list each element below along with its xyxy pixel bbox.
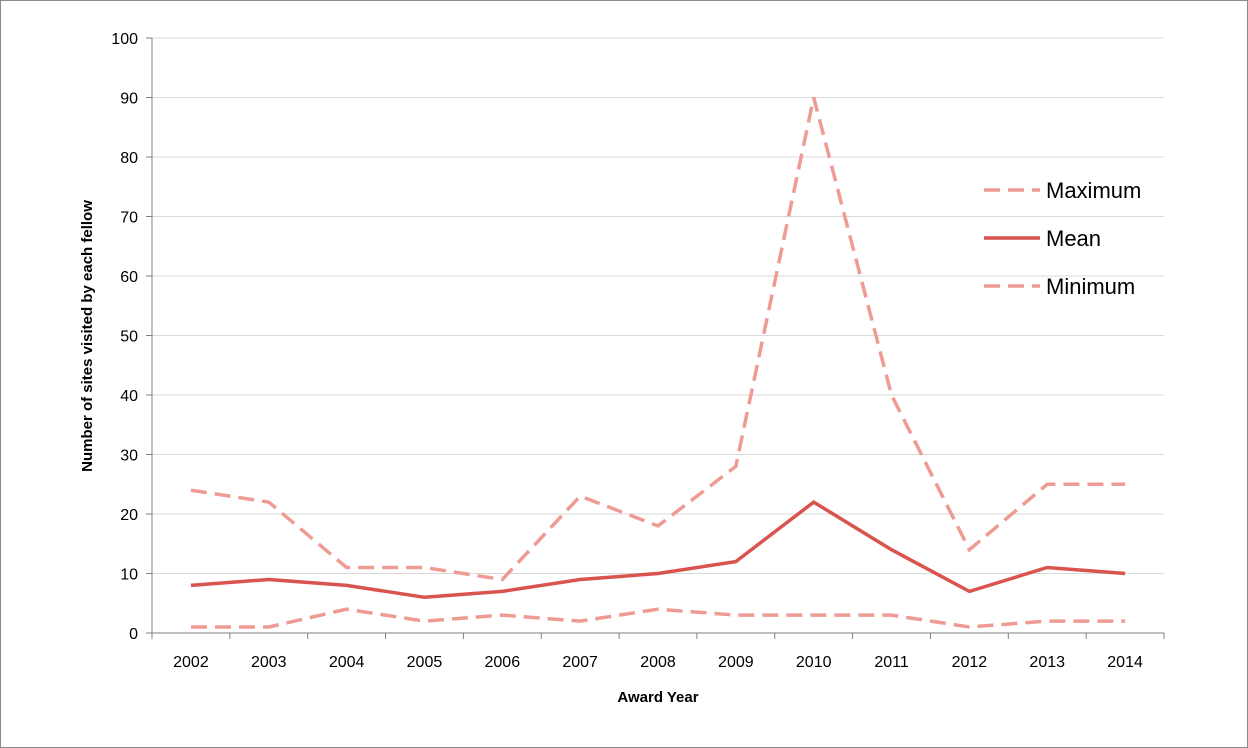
grid-lines [152,37,1164,574]
x-tick-label: 2007 [562,654,598,671]
legend-label-minimum: Minimum [1046,274,1135,299]
x-tick-label: 2010 [796,654,832,671]
y-tick-label: 70 [120,210,138,227]
y-axis-title: Number of sites visited by each fellow [79,200,96,472]
x-tick-label: 2003 [251,654,287,671]
series-lines [190,97,1126,629]
legend-label-maximum: Maximum [1046,178,1141,203]
x-axis-title: Award Year [617,689,698,706]
legend: Maximum Mean Minimum [984,178,1141,299]
y-tick-label: 40 [120,388,138,405]
x-tick-label: 2013 [1029,654,1065,671]
axes [146,37,1165,639]
y-tick-label: 100 [111,31,138,48]
y-tick-label: 20 [120,507,138,524]
x-tick-label: 2011 [874,654,909,671]
x-tick-label: 2004 [329,654,365,671]
y-tick-label: 80 [120,150,138,167]
series-line-maximum [190,97,1126,582]
x-tick-label: 2005 [407,654,443,671]
legend-label-mean: Mean [1046,226,1101,251]
y-tick-label: 0 [129,626,138,643]
x-tick-label: 2014 [1107,654,1143,671]
y-tick-label: 10 [120,567,138,584]
series-line-mean [190,499,1126,600]
x-tick-label: 2012 [952,654,988,671]
x-tick-labels: 2002 2003 2004 2005 2006 2007 2008 2009 2010 2011… [173,654,1143,671]
y-tick-labels: 0 10 20 30 40 50 60 70 80 90 100 [111,31,138,643]
y-tick-label: 60 [120,269,138,286]
x-tick-label: 2008 [640,654,676,671]
series-line-minimum [190,607,1126,629]
y-tick-label: 90 [120,91,138,108]
y-tick-label: 30 [120,448,138,465]
x-tick-label: 2002 [173,654,209,671]
x-tick-label: 2009 [718,654,754,671]
x-tick-label: 2006 [485,654,521,671]
y-tick-label: 50 [120,329,138,346]
